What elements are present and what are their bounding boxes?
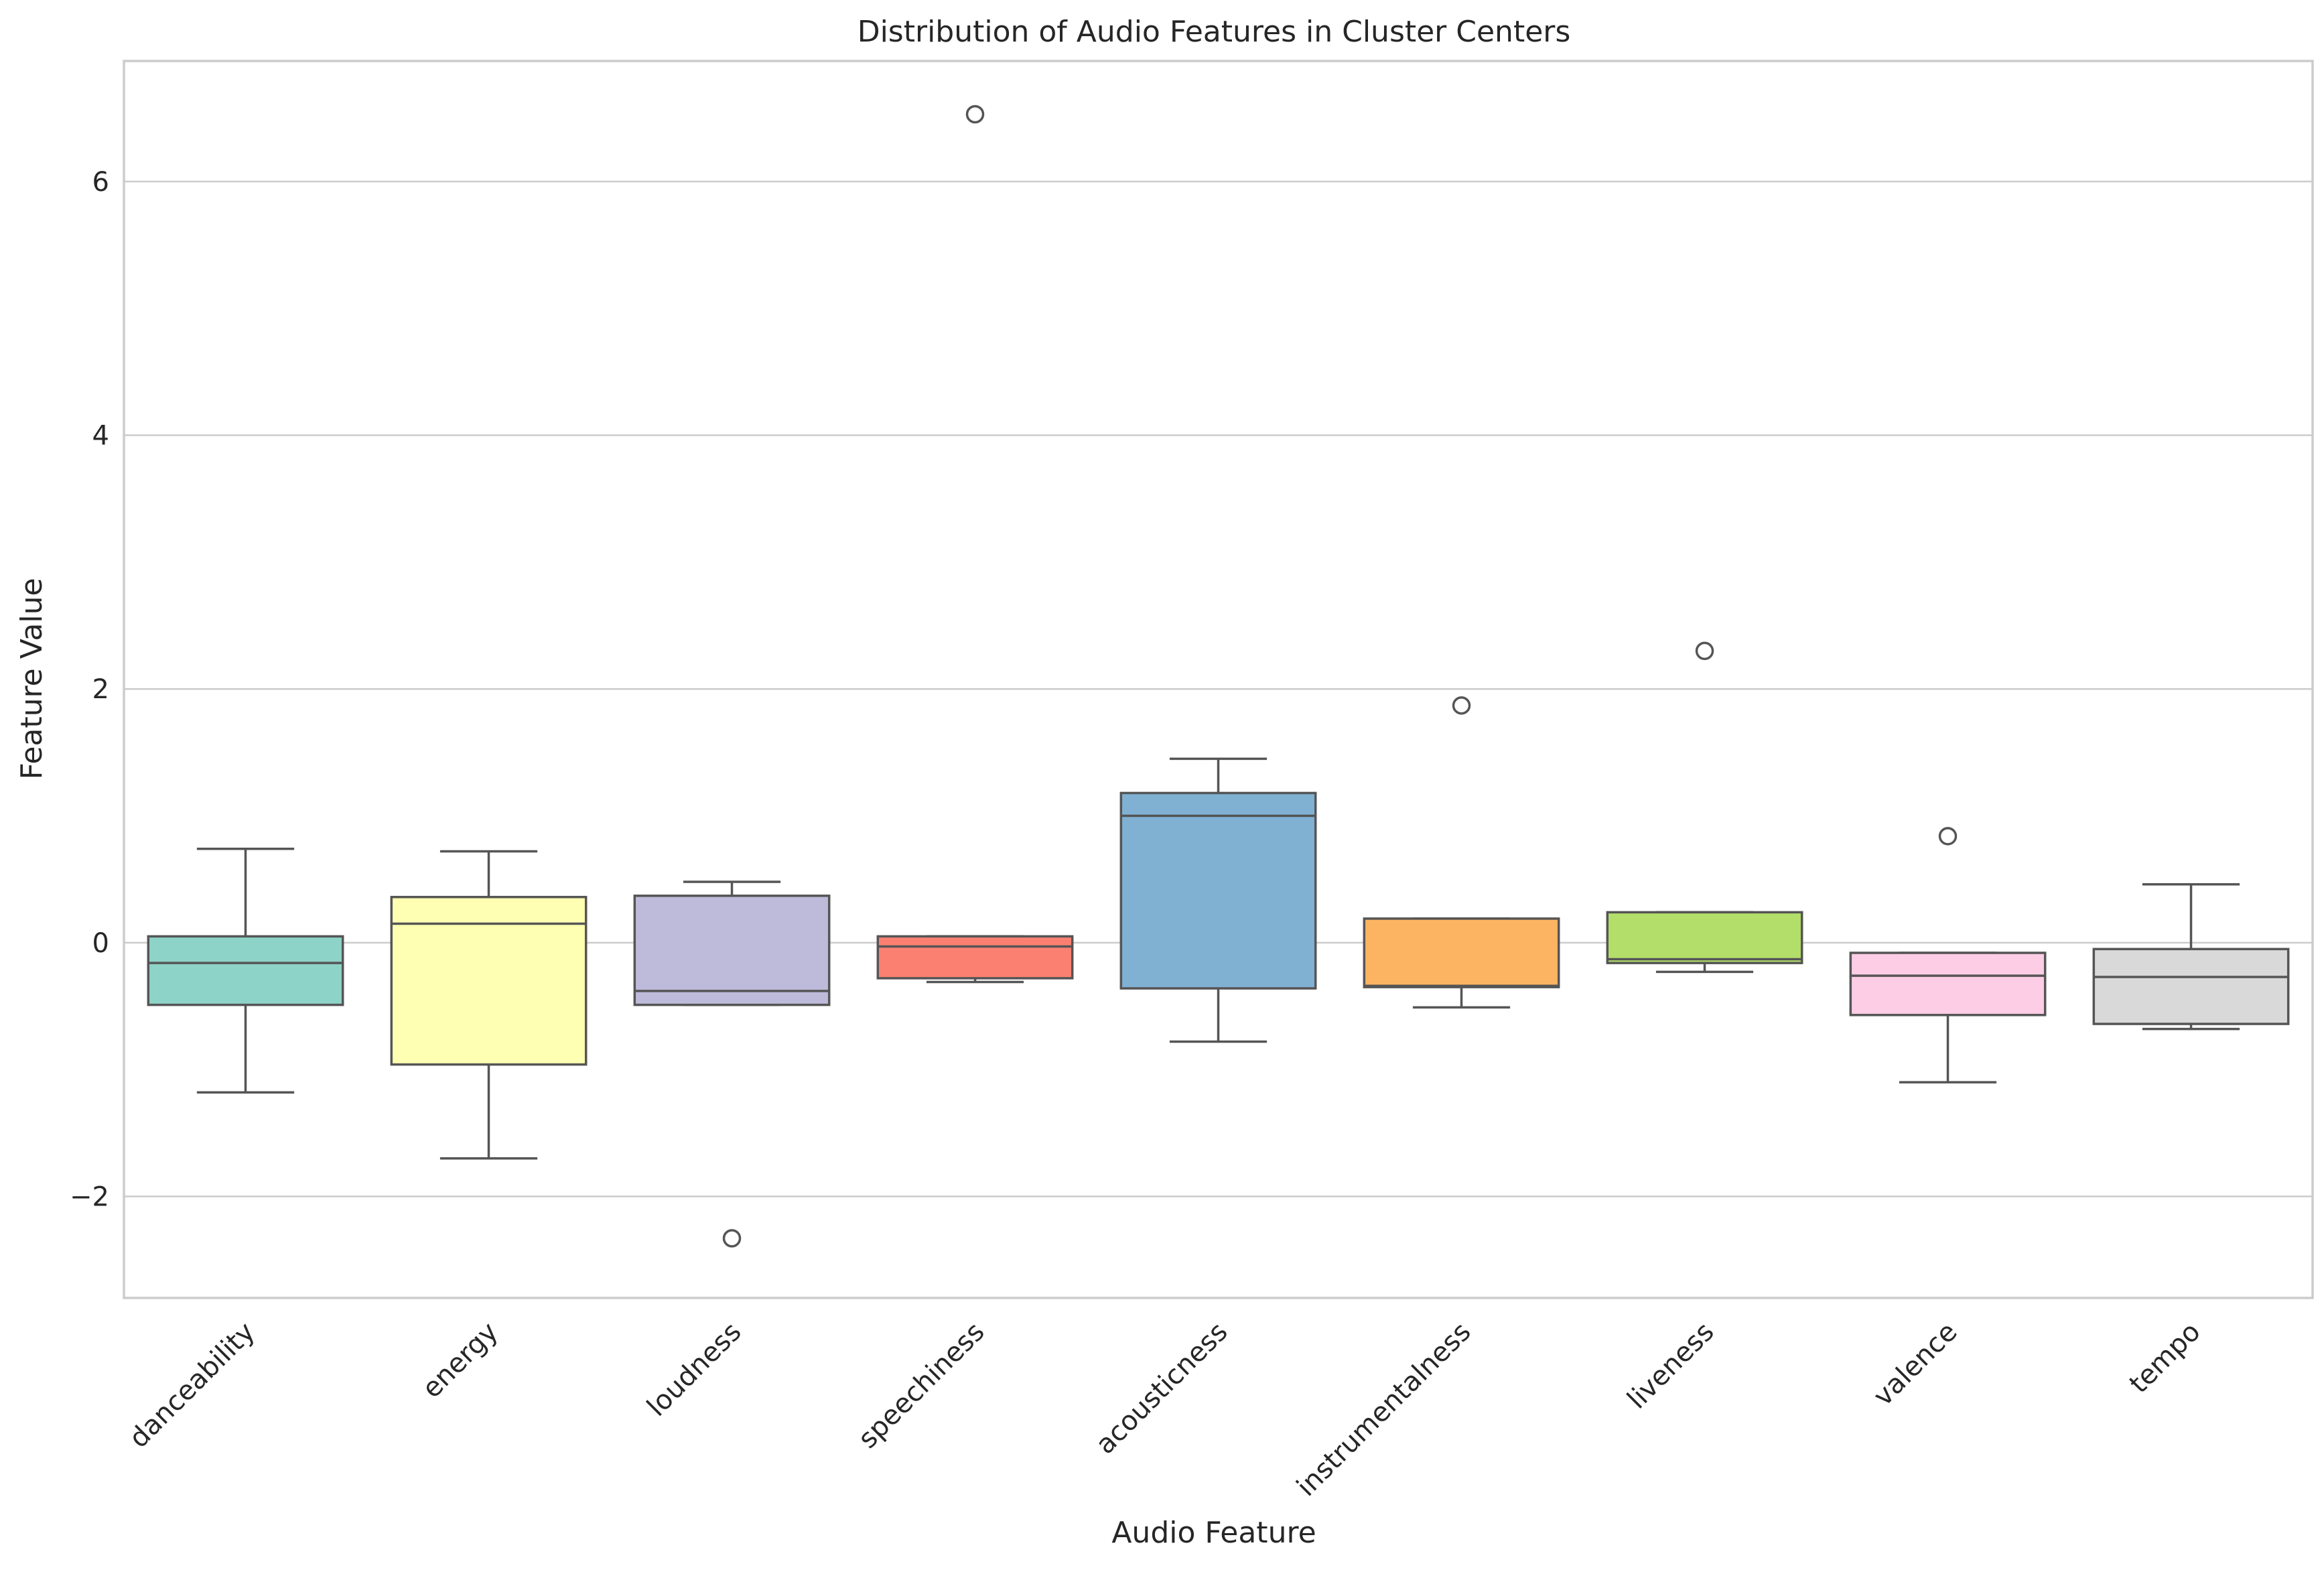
outlier-point [1695, 641, 1714, 661]
iqr-box [147, 935, 344, 1006]
x-tick-label: tempo [2124, 1317, 2207, 1400]
box-danceability [147, 848, 344, 1094]
y-tick-label: 2 [92, 674, 109, 705]
y-tick-label: 6 [92, 167, 109, 198]
iqr-box [1119, 791, 1317, 990]
box-acousticness [1119, 757, 1317, 1043]
x-tick-label: valence [1868, 1317, 1964, 1413]
x-tick-label: danceability [123, 1317, 261, 1454]
x-tick-label: instrumentalness [1291, 1317, 1477, 1503]
x-tick-label: liveness [1621, 1317, 1720, 1415]
x-tick-label: acousticness [1090, 1317, 1234, 1461]
box-valence [1849, 827, 2047, 1084]
iqr-box [633, 895, 831, 1006]
box-energy [390, 850, 588, 1160]
outlier-point [722, 1229, 742, 1248]
y-tick-labels: −2 0 2 4 6 [70, 167, 109, 1213]
x-tick-label: loudness [641, 1317, 747, 1423]
iqr-box [390, 895, 588, 1066]
y-tick-label: 4 [92, 421, 109, 452]
iqr-box [876, 935, 1074, 980]
iqr-box [1606, 911, 1803, 964]
x-tick-label: energy [416, 1317, 504, 1404]
x-tick-labels: danceability energy loudness speechiness aco… [123, 1317, 2206, 1503]
outlier-point [965, 105, 985, 124]
x-tick-label: speechiness [852, 1317, 990, 1455]
iqr-box [1849, 952, 2047, 1017]
x-axis-label: Audio Feature [1111, 1516, 1316, 1550]
box-speechiness [876, 105, 1074, 984]
box-tempo [2092, 883, 2290, 1031]
y-tick-label: −2 [70, 1182, 109, 1213]
iqr-box [1363, 917, 1560, 988]
outlier-point [1452, 696, 1471, 715]
box-loudness [633, 880, 831, 1248]
y-axis-label: Feature Value [15, 578, 49, 779]
plot-frame [123, 60, 2314, 1299]
chart-title: Distribution of Audio Features in Cluste… [858, 15, 1571, 49]
box-layer [147, 105, 2290, 1248]
outlier-point [1938, 827, 1958, 846]
iqr-box [2092, 947, 2290, 1025]
y-tick-label: 0 [92, 928, 109, 959]
box-liveness [1606, 641, 1803, 974]
box-instrumentalness [1363, 696, 1560, 1009]
